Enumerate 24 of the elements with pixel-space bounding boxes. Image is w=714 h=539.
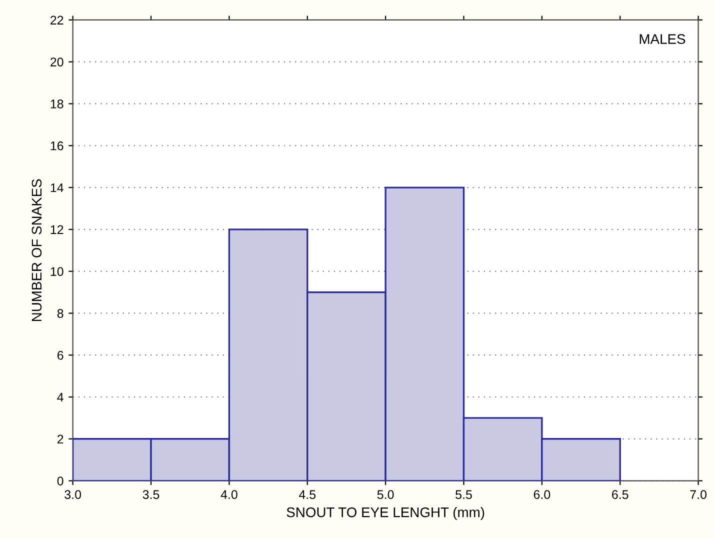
y-tick-label: 4 [57, 392, 64, 402]
y-tick-label: 22 [50, 16, 64, 24]
y-tick-label: 16 [50, 141, 64, 150]
y-tick-label: 20 [50, 58, 64, 66]
y-tick-label: 8 [57, 309, 64, 318]
x-tick-label: 5.5 [456, 490, 472, 499]
x-tick-label: 4.0 [220, 490, 238, 499]
annotation: MALES [640, 34, 686, 44]
y-tick-label: 12 [50, 225, 64, 234]
y-axis-title: NUMBER OF SNAKES [32, 179, 42, 321]
x-tick-label: 3.0 [64, 490, 82, 499]
x-axis-title: SNOUT TO EYE LENGHT (mm) [286, 507, 484, 520]
x-tick-label: 6.5 [612, 490, 628, 499]
y-tick-label: 2 [57, 434, 64, 444]
x-tick-label: 3.5 [142, 490, 160, 499]
x-tick-label: 6.0 [534, 490, 550, 499]
x-tick-label: 7.0 [690, 490, 706, 499]
x-tick-label: 4.5 [298, 490, 316, 499]
y-tick-label: 10 [50, 267, 64, 276]
y-tick-label: 18 [50, 100, 64, 108]
y-tick-label: 6 [57, 350, 64, 360]
y-tick-label: 14 [50, 183, 64, 192]
y-tick-label: 0 [57, 476, 64, 486]
x-tick-label: 5.0 [377, 490, 394, 499]
